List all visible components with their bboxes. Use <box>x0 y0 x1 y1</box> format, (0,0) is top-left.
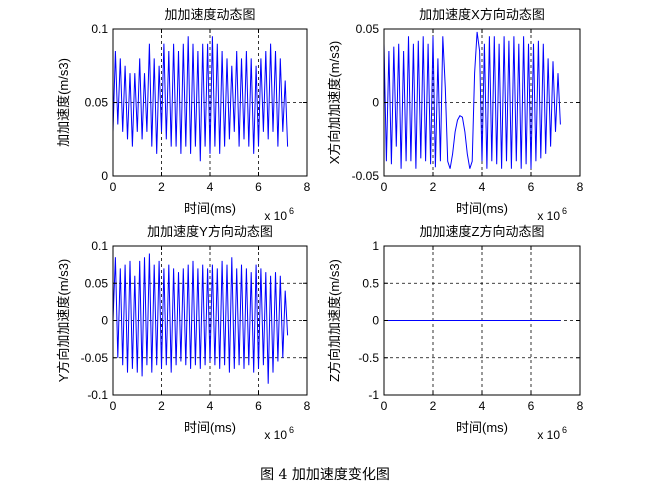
y-tick-label: 0.1 <box>91 239 108 253</box>
y-tick-label: 0.1 <box>91 22 108 36</box>
x-tick-label: 0 <box>381 180 388 194</box>
y-tick-label: 0.05 <box>85 96 109 110</box>
y-tick-label: 0 <box>101 169 108 183</box>
x-tick-label: 0 <box>110 399 117 413</box>
y-tick-label: -0.5 <box>358 351 379 365</box>
x-tick-label: 6 <box>255 180 262 194</box>
y-tick-label: 1 <box>372 239 379 253</box>
x-axis-label: 时间(ms) <box>456 420 508 435</box>
x-multiplier-exponent: 6 <box>562 425 567 435</box>
x-axis-label: 时间(ms) <box>184 420 236 435</box>
x-tick-label: 2 <box>430 399 437 413</box>
x-tick-label: 6 <box>255 399 262 413</box>
x-tick-label: 8 <box>577 399 584 413</box>
y-tick-label: 0 <box>101 314 108 328</box>
chart-title: 加加速度Y方向动态图 <box>147 224 273 239</box>
x-axis-label: 时间(ms) <box>184 201 236 216</box>
x-tick-label: 4 <box>207 399 214 413</box>
x-tick-label: 2 <box>158 399 165 413</box>
y-axis-label: X方向加加速度(m/s3) <box>327 41 342 165</box>
x-axis-label: 时间(ms) <box>456 201 508 216</box>
x-tick-label: 4 <box>479 399 486 413</box>
series-line <box>112 36 289 162</box>
series-line <box>112 253 289 384</box>
y-tick-label: -0.05 <box>81 351 109 365</box>
x-tick-label: 8 <box>304 180 311 194</box>
y-tick-label: 0.05 <box>356 22 380 36</box>
y-tick-label: 0 <box>372 96 379 110</box>
x-tick-label: 4 <box>207 180 214 194</box>
x-multiplier-exponent: 6 <box>289 425 294 435</box>
x-tick-label: 2 <box>158 180 165 194</box>
x-tick-label: 4 <box>479 180 486 194</box>
x-multiplier: x 10 <box>537 209 560 223</box>
chart-jerk-x: 0 2 4 6 8-0.0500.05加加速度X方向动态图时间(ms)X方向加加速度(m… <box>327 7 584 223</box>
x-tick-label: 8 <box>304 399 311 413</box>
y-tick-label: -0.05 <box>352 169 380 183</box>
y-axis-label: Z方向加加速度(m/s3) <box>327 259 342 382</box>
x-multiplier: x 10 <box>264 428 287 442</box>
x-tick-label: 2 <box>430 180 437 194</box>
y-axis-label: 加加速度(m/s3) <box>56 58 71 147</box>
chart-title: 加加速度Z方向动态图 <box>420 224 545 239</box>
x-tick-label: 6 <box>528 180 535 194</box>
y-tick-label: -1 <box>368 388 379 402</box>
series-line <box>383 31 561 169</box>
x-multiplier-exponent: 6 <box>289 206 294 216</box>
y-tick-label: 0 <box>372 314 379 328</box>
y-tick-label: 0.05 <box>85 276 109 290</box>
figure-caption: 图 4 加加速度变化图 <box>260 467 390 483</box>
x-multiplier: x 10 <box>537 428 560 442</box>
chart-title: 加加速度动态图 <box>164 7 255 22</box>
x-tick-label: 6 <box>528 399 535 413</box>
y-axis-label: Y方向加加速度(m/s3) <box>56 259 71 383</box>
chart-title: 加加速度X方向动态图 <box>419 7 545 22</box>
x-tick-label: 8 <box>577 180 584 194</box>
x-tick-label: 0 <box>381 399 388 413</box>
x-tick-label: 0 <box>110 180 117 194</box>
y-tick-label: -0.1 <box>87 388 108 402</box>
x-multiplier: x 10 <box>264 209 287 223</box>
x-multiplier-exponent: 6 <box>562 206 567 216</box>
y-tick-label: 0.5 <box>362 276 379 290</box>
